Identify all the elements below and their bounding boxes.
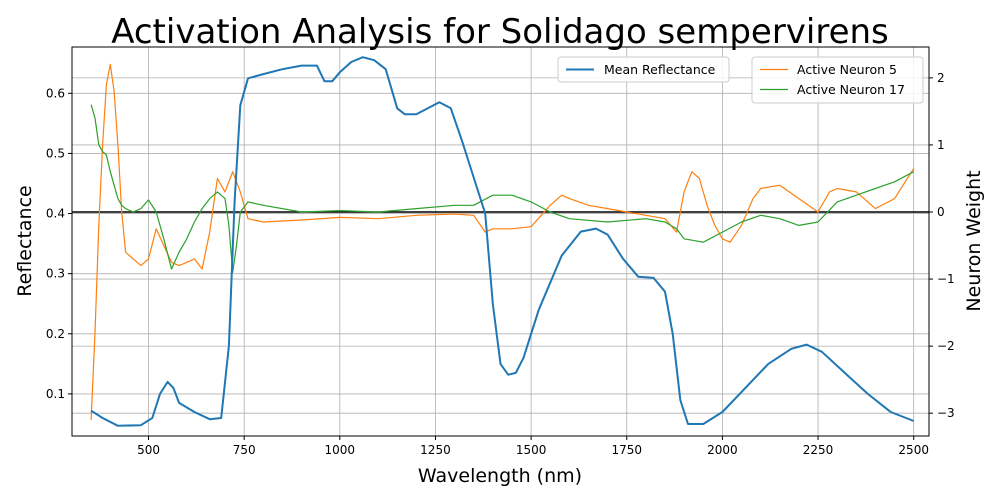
grid-layer xyxy=(72,47,929,436)
y-tick-label: 0.6 xyxy=(46,86,65,100)
y2-axis-ticks: −3 −2 −1 0 1 2 xyxy=(929,71,955,420)
y2-tick-label: −1 xyxy=(937,272,955,286)
y-tick-label: 0.1 xyxy=(46,387,65,401)
series-line-mean-reflectance xyxy=(90,56,915,427)
legend-neuron5-label: Active Neuron 5 xyxy=(797,62,897,77)
x-tick-label: 2000 xyxy=(707,443,738,457)
y2-tick-label: −2 xyxy=(937,339,955,353)
x-axis-label: Wavelength (nm) xyxy=(418,465,582,487)
x-tick-label: 750 xyxy=(233,443,256,457)
y-tick-label: 0.3 xyxy=(46,267,65,281)
legend-mean-box xyxy=(557,56,730,83)
y-tick-label: 0.2 xyxy=(46,327,65,341)
y2-tick-label: 2 xyxy=(937,71,945,85)
chart-title: Activation Analysis for Solidago semperv… xyxy=(111,12,889,52)
legend-mean: Mean Reflectance xyxy=(557,56,730,83)
plot-frame xyxy=(71,46,930,437)
series-layer xyxy=(90,56,915,427)
x-tick-label: 1750 xyxy=(611,443,642,457)
y-tick-label: 0.4 xyxy=(46,207,65,221)
y2-tick-label: −3 xyxy=(937,406,955,420)
y2-tick-label: 1 xyxy=(937,138,945,152)
legend-neurons: Active Neuron 5 Active Neuron 17 xyxy=(751,56,924,104)
x-tick-label: 500 xyxy=(137,443,160,457)
x-axis-ticks: 500 750 1000 1250 1500 1750 2000 2250 2500 xyxy=(137,436,929,457)
legend-mean-label: Mean Reflectance xyxy=(604,62,716,77)
y2-tick-label: 0 xyxy=(937,205,945,219)
x-tick-label: 1250 xyxy=(420,443,451,457)
x-tick-label: 2250 xyxy=(803,443,834,457)
y-axis-ticks: 0.1 0.2 0.3 0.4 0.5 0.6 xyxy=(46,86,72,401)
series-line-active-neuron-17 xyxy=(90,104,914,273)
x-tick-label: 1500 xyxy=(516,443,547,457)
y-tick-label: 0.5 xyxy=(46,146,65,160)
series-line-active-neuron-5 xyxy=(90,63,915,420)
legend-neuron17-label: Active Neuron 17 xyxy=(797,82,905,97)
y-axis-label: Reflectance xyxy=(14,185,36,296)
x-tick-label: 2500 xyxy=(898,443,929,457)
y2-axis-label: Neuron Weight xyxy=(963,170,985,311)
x-tick-label: 1000 xyxy=(325,443,356,457)
legend-neurons-box xyxy=(751,56,924,104)
